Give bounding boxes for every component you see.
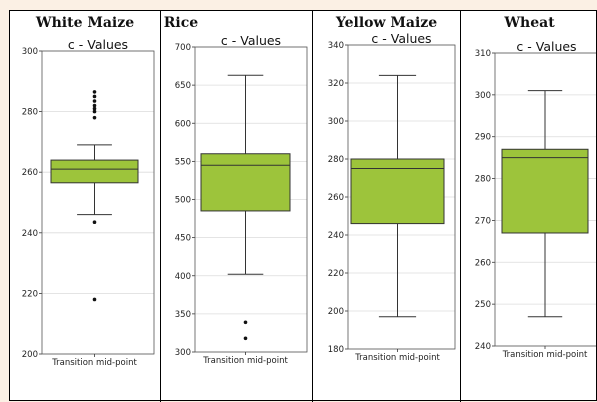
y-tick-label: 220 bbox=[328, 269, 344, 279]
y-tick-label: 300 bbox=[175, 348, 191, 358]
panel-title-rice: Rice bbox=[163, 15, 199, 31]
plot-frame bbox=[41, 50, 155, 355]
y-tick-label: 260 bbox=[475, 258, 491, 268]
y-tick-label: 300 bbox=[475, 91, 491, 101]
y-tick-label: 280 bbox=[475, 175, 491, 185]
y-tick-label: 300 bbox=[328, 117, 344, 127]
outlier-point bbox=[243, 336, 248, 341]
chart-title: c - Values bbox=[371, 31, 431, 46]
y-tick-label: 550 bbox=[175, 157, 191, 167]
box-iqr bbox=[501, 148, 589, 234]
x-tick-label: Transition mid-point bbox=[51, 358, 137, 368]
box-iqr bbox=[350, 158, 445, 225]
y-tick-label: 200 bbox=[22, 350, 38, 360]
y-tick-label: 180 bbox=[328, 345, 344, 355]
y-tick-label: 280 bbox=[328, 155, 344, 165]
y-tick-label: 240 bbox=[328, 231, 344, 241]
outlier-point bbox=[92, 103, 97, 108]
y-tick-label: 240 bbox=[22, 229, 38, 239]
box-plot-panel-0: 200 220 240 260 280 300 c - Values Transition m… bbox=[22, 37, 155, 368]
y-tick-label: 200 bbox=[328, 307, 344, 317]
y-tick-label: 290 bbox=[475, 133, 491, 143]
figure: White Maize Rice Yellow Maize Wheat 200 2… bbox=[9, 10, 597, 402]
chart-title: c - Values bbox=[221, 33, 281, 48]
panel-separator bbox=[460, 11, 461, 402]
y-tick-label: 450 bbox=[175, 234, 191, 244]
box-plot-panel-1: 300 350 400 450 500 550 600 650 700 c - Values Tra… bbox=[175, 33, 308, 366]
y-tick-label: 600 bbox=[175, 119, 191, 129]
x-tick-label: Transition mid-point bbox=[202, 356, 288, 366]
outlier-point bbox=[243, 320, 248, 325]
x-tick-label: Transition mid-point bbox=[502, 350, 588, 360]
panel-title-yellow-maize: Yellow Maize bbox=[335, 15, 438, 31]
outlier-point bbox=[92, 106, 97, 111]
panel-separator bbox=[312, 11, 313, 402]
outlier-point bbox=[92, 220, 97, 224]
y-tick-label: 400 bbox=[175, 272, 191, 282]
y-tick-label: 650 bbox=[175, 81, 191, 91]
panel-separator bbox=[160, 11, 161, 402]
box-iqr bbox=[50, 159, 139, 184]
chart-title: c - Values bbox=[516, 39, 576, 54]
y-tick-label: 260 bbox=[22, 168, 38, 178]
panel-title-wheat: Wheat bbox=[504, 15, 555, 31]
box-iqr bbox=[200, 153, 291, 212]
x-tick-label: Transition mid-point bbox=[354, 353, 440, 363]
y-tick-label: 280 bbox=[22, 108, 38, 118]
chart-title: c - Values bbox=[68, 37, 128, 52]
y-tick-label: 350 bbox=[175, 310, 191, 320]
y-tick-label: 260 bbox=[328, 193, 344, 203]
panel-title-white-maize: White Maize bbox=[35, 15, 135, 31]
y-tick-label: 270 bbox=[475, 216, 491, 226]
plot-frame bbox=[494, 52, 596, 347]
y-tick-label: 340 bbox=[328, 41, 344, 51]
box-plot-figure: 200 220 240 260 280 300 c - Values Transition m… bbox=[22, 31, 596, 368]
y-tick-label: 220 bbox=[22, 289, 38, 299]
box-plot-panel-3: 240 250 260 270 280 290 300 310 c - Values Transi… bbox=[475, 39, 596, 360]
plot-frame bbox=[194, 46, 308, 353]
y-tick-label: 300 bbox=[22, 47, 38, 57]
outlier-point bbox=[92, 99, 97, 103]
y-tick-label: 250 bbox=[475, 300, 491, 310]
y-tick-label: 310 bbox=[475, 49, 491, 59]
plot-frame bbox=[347, 44, 456, 350]
outlier-point bbox=[92, 297, 97, 302]
box-plot-panel-2: 180 200 220 240 260 280 300 320 340 c - Values Tra… bbox=[328, 31, 456, 363]
outlier-point bbox=[92, 109, 97, 114]
outlier-point bbox=[92, 115, 97, 120]
y-tick-label: 240 bbox=[475, 342, 491, 352]
outlier-point bbox=[92, 94, 97, 99]
y-tick-label: 500 bbox=[175, 196, 191, 206]
outlier-point bbox=[92, 90, 97, 94]
y-tick-label: 320 bbox=[328, 79, 344, 89]
y-tick-label: 700 bbox=[175, 43, 191, 53]
